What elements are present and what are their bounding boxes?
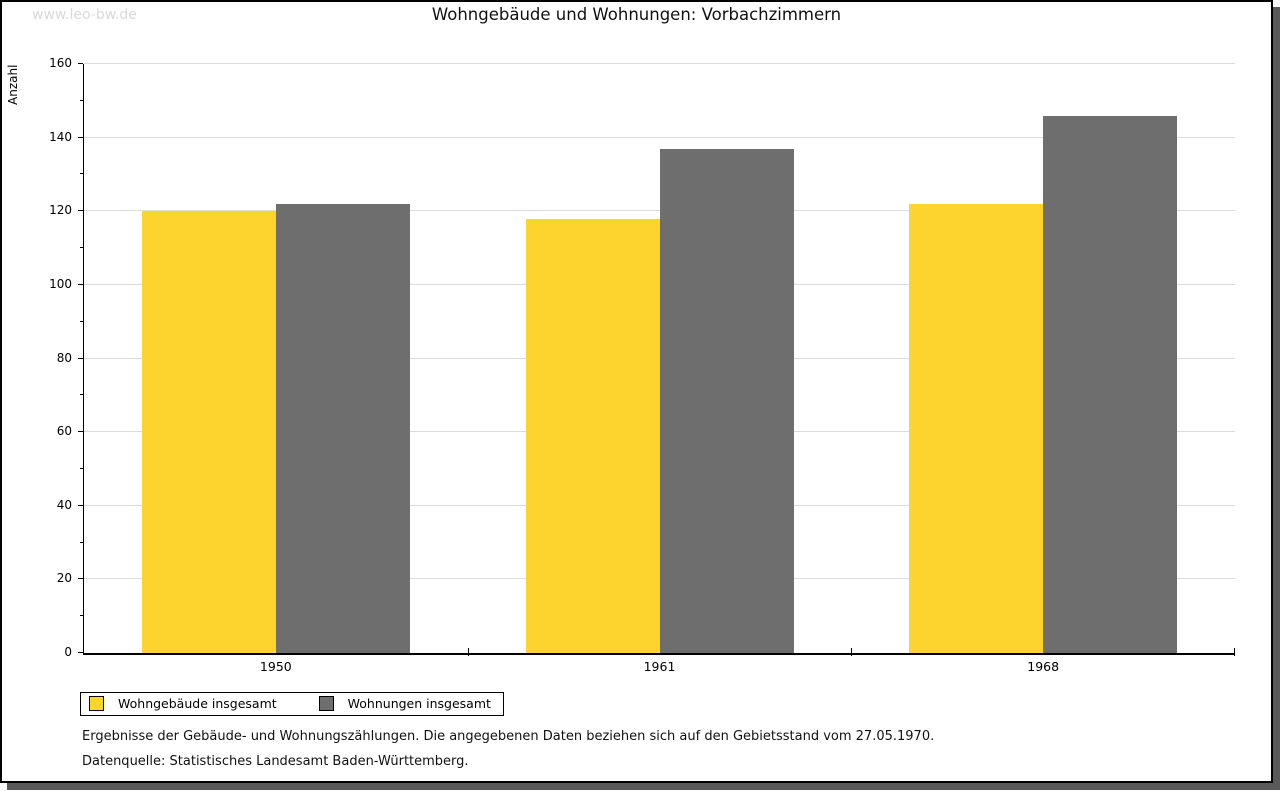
bar-wohnungen-1961 <box>659 148 794 653</box>
y-tick-100 <box>78 283 83 285</box>
y-axis-label: Anzahl <box>6 64 20 105</box>
y-tick-140 <box>78 136 83 138</box>
y-tick-label-160: 160 <box>49 56 72 70</box>
x-category-label-1968: 1968 <box>1027 659 1060 674</box>
bar-wohngebaeude-1950 <box>141 211 276 653</box>
y-tick-label-60: 60 <box>56 424 72 439</box>
x-tick-2 <box>851 648 853 656</box>
x-tick-end <box>1234 648 1235 656</box>
y-tick-label-100: 100 <box>49 276 72 291</box>
legend-label-wohnungen: Wohnungen insgesamt <box>347 696 491 711</box>
legend-swatch-wohnungen <box>318 696 334 711</box>
y-tick-label-20: 20 <box>56 571 72 586</box>
y-tick-label-40: 40 <box>56 497 72 512</box>
x-tick-1 <box>467 648 469 656</box>
watermark: www.leo-bw.de <box>32 7 137 23</box>
y-tick-label-140: 140 <box>49 129 72 144</box>
legend-swatch-wohngebaeude <box>89 696 104 711</box>
x-category-label-1950: 1950 <box>259 659 292 674</box>
y-tick-80 <box>78 357 83 359</box>
y-tick-150 <box>80 99 83 101</box>
y-tick-50 <box>80 467 83 469</box>
y-tick-70 <box>80 394 83 396</box>
y-tick-60 <box>78 431 83 433</box>
plot-area: 0 20 40 60 80 100 120 140 160 1950 1961 1968 <box>49 56 1235 674</box>
y-tick-label-0: 0 <box>64 645 72 659</box>
y-tick-120 <box>78 210 83 212</box>
bar-wohngebaeude-1961 <box>525 218 660 653</box>
y-tick-0 <box>78 652 83 653</box>
y-tick-90 <box>80 320 83 322</box>
legend: Wohngebäude insgesamt Wohnungen insgesam… <box>80 692 504 716</box>
gridline-160 <box>84 63 1235 64</box>
y-tick-160 <box>78 63 83 64</box>
y-tick-20 <box>78 578 83 580</box>
bar-wohngebaeude-1968 <box>909 203 1044 653</box>
x-category-label-1961: 1961 <box>643 659 676 674</box>
y-tick-130 <box>80 173 83 175</box>
footnote-description: Ergebnisse der Gebäude- und Wohnungszähl… <box>82 729 935 744</box>
footnote-source: Datenquelle: Statistisches Landesamt Bad… <box>82 754 469 769</box>
bar-wohnungen-1968 <box>1043 115 1178 653</box>
y-tick-10 <box>80 615 83 617</box>
y-tick-label-80: 80 <box>56 350 72 365</box>
y-tick-30 <box>80 541 83 543</box>
legend-entry-wohngebaeude: Wohngebäude insgesamt <box>89 696 277 711</box>
gridline-140 <box>84 136 1235 138</box>
y-tick-label-120: 120 <box>49 203 72 218</box>
legend-entry-wohnungen: Wohnungen insgesamt <box>318 696 491 711</box>
y-tick-110 <box>80 247 83 249</box>
bar-wohnungen-1950 <box>275 203 410 653</box>
legend-label-wohngebaeude: Wohngebäude insgesamt <box>118 696 277 711</box>
chart-title: Wohngebäude und Wohnungen: Vorbachzimmer… <box>431 5 842 24</box>
y-tick-40 <box>78 504 83 506</box>
